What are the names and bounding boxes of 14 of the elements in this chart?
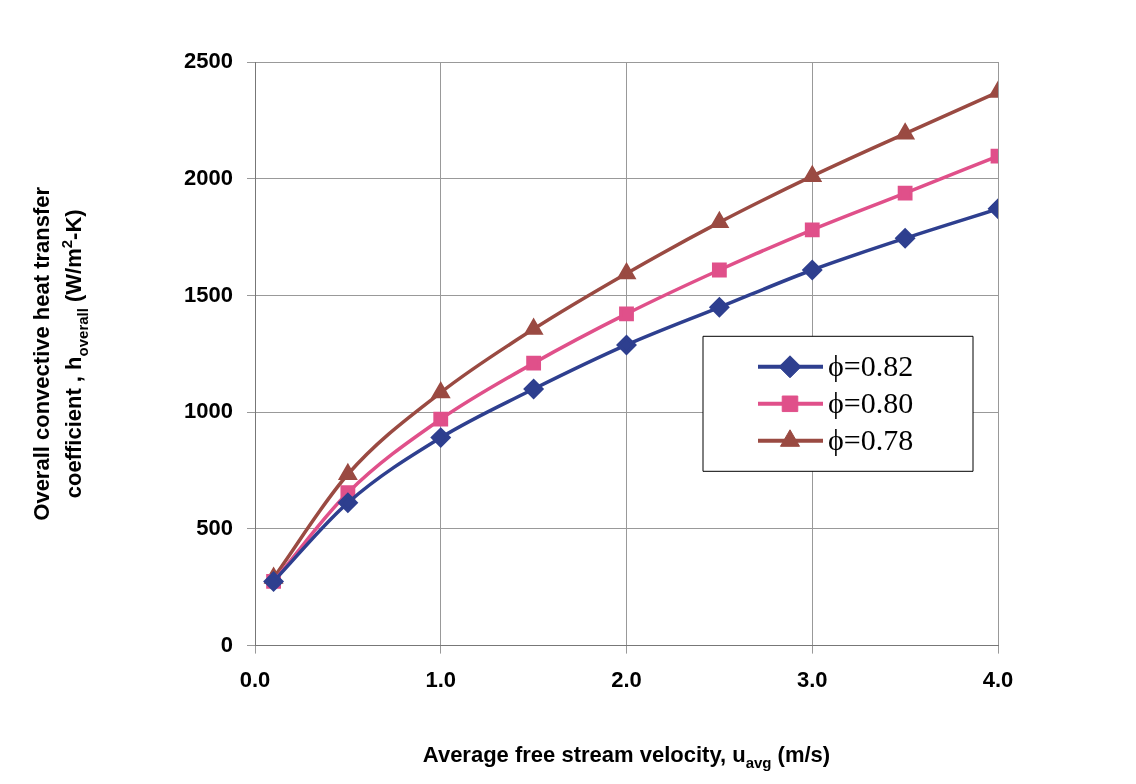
y-tick-label: 2500 [184, 48, 233, 74]
x-tick-label: 0.0 [239, 666, 271, 692]
x-tick-label: 4.0 [982, 666, 1014, 692]
y-tick-label: 500 [196, 514, 233, 540]
y-tick-label: 1500 [184, 281, 233, 307]
x-tick-label: 2.0 [611, 666, 642, 692]
y-tick-label: 1000 [184, 398, 233, 424]
legend-label: ϕ=0.82 [828, 348, 914, 382]
x-tick-label: 3.0 [796, 666, 828, 692]
legend-label: ϕ=0.78 [828, 422, 914, 456]
x-tick-label: 1.0 [425, 666, 457, 692]
y-tick-label: 2000 [184, 164, 233, 190]
y-tick-label: 0 [220, 631, 233, 657]
legend-label: ϕ=0.80 [828, 385, 914, 419]
